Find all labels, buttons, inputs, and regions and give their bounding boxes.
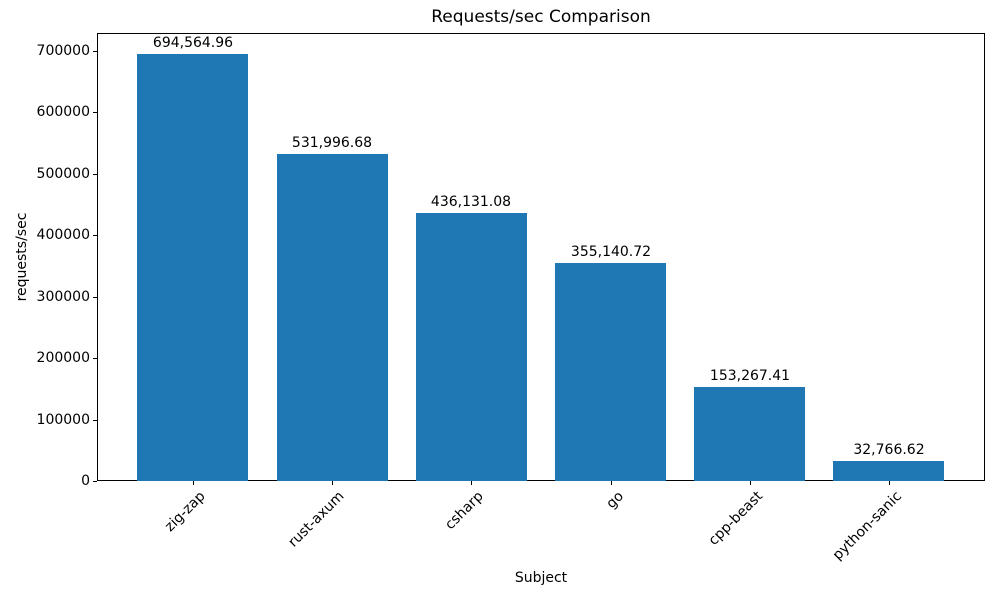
y-tick-label: 700000 (36, 43, 90, 59)
y-tick (93, 51, 97, 52)
x-tick-label: rust-axum (285, 488, 348, 551)
bar-value-label: 153,267.41 (709, 368, 791, 384)
y-tick-label: 100000 (36, 412, 90, 428)
x-tick (471, 481, 472, 485)
x-tick-label: zig-zap (161, 488, 209, 535)
x-tick-label: python-sanic (829, 488, 905, 564)
y-tick (93, 235, 97, 236)
bar (277, 154, 388, 481)
bar-value-label: 436,131.08 (430, 194, 512, 210)
bar (137, 54, 248, 481)
x-tick (611, 481, 612, 485)
bar (694, 387, 805, 481)
x-tick (332, 481, 333, 485)
y-tick (93, 481, 97, 482)
x-tick (750, 481, 751, 485)
bar-value-label: 694,564.96 (152, 35, 234, 51)
bar (416, 213, 527, 481)
bar (555, 263, 666, 481)
x-tick-label: go (602, 488, 627, 512)
bar (833, 461, 944, 481)
y-tick-label: 400000 (36, 227, 90, 243)
x-tick (889, 481, 890, 485)
bar-value-label: 355,140.72 (570, 244, 652, 260)
x-tick-label: csharp (441, 488, 487, 533)
y-tick-label: 0 (81, 473, 90, 489)
bar-value-label: 32,766.62 (853, 442, 925, 458)
y-tick-label: 600000 (36, 104, 90, 120)
x-tick (193, 481, 194, 485)
bar-value-label: 531,996.68 (291, 135, 373, 151)
y-axis-label: requests/sec (14, 212, 30, 302)
y-tick (93, 174, 97, 175)
chart-title: Requests/sec Comparison (431, 7, 651, 27)
y-tick-label: 200000 (36, 350, 90, 366)
y-tick-label: 300000 (36, 289, 90, 305)
y-tick (93, 358, 97, 359)
x-axis-label: Subject (514, 570, 568, 586)
y-tick (93, 420, 97, 421)
y-tick (93, 112, 97, 113)
y-tick (93, 297, 97, 298)
y-tick-label: 500000 (36, 166, 90, 182)
x-tick-label: cpp-beast (705, 488, 766, 549)
